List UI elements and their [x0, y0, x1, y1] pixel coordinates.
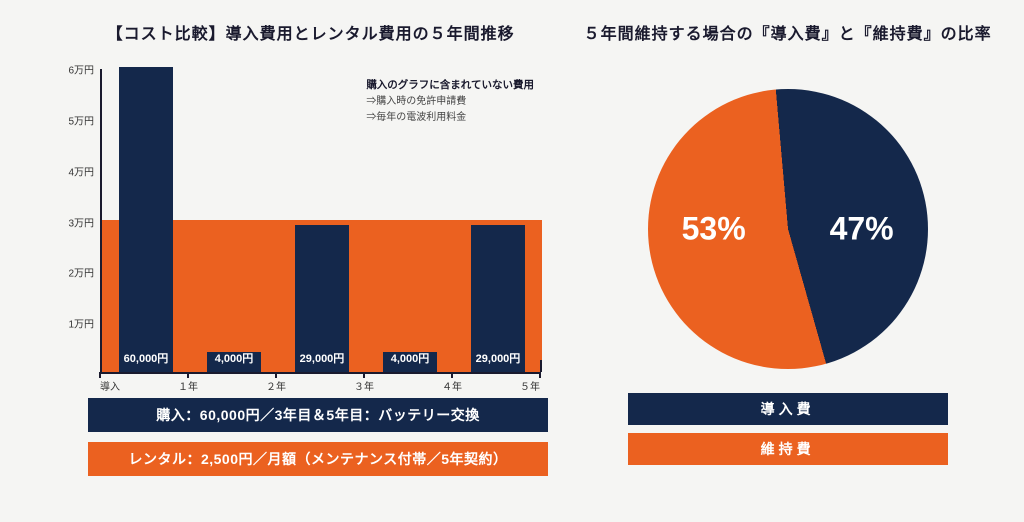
note-title: 購入のグラフに含まれていない費用	[366, 77, 534, 94]
bar-label: 4,000円	[207, 350, 262, 366]
bar: 29,000円	[295, 225, 350, 372]
right-title: ５年間維持する場合の『導入費』と『維持費』の比率	[581, 20, 994, 44]
bar-label: 29,000円	[295, 350, 350, 366]
x-tick: ５年	[520, 378, 540, 393]
pie-legend-orange: 維持費	[628, 433, 948, 465]
bar-label: 29,000円	[471, 350, 526, 366]
bar-label: 60,000円	[119, 350, 174, 366]
x-tick: 導入	[100, 378, 120, 393]
bar: 29,000円	[471, 225, 526, 372]
y-tick: 2万円	[68, 265, 94, 280]
note-line-1: ⇒購入時の免許申請費	[366, 94, 534, 110]
note-line-2: ⇒毎年の電波利用料金	[366, 110, 534, 126]
chart-note: 購入のグラフに含まれていない費用 ⇒購入時の免許申請費 ⇒毎年の電波利用料金	[366, 77, 534, 126]
bar: 4,000円	[383, 352, 438, 372]
bar: 4,000円	[207, 352, 262, 372]
legend-rental: レンタル：2,500円／月額（メンテナンス付帯／5年契約）	[88, 442, 548, 476]
bar-label: 4,000円	[383, 350, 438, 366]
y-tick: 3万円	[68, 214, 94, 229]
left-title: 【コスト比較】導入費用とレンタル費用の５年間推移	[60, 20, 561, 44]
y-tick: 5万円	[68, 112, 94, 127]
x-tick: ４年	[442, 378, 462, 393]
bar-chart: 1万円2万円3万円4万円5万円6万円 60,000円4,000円29,000円4…	[100, 69, 540, 374]
end-tick	[540, 360, 542, 372]
pie-pct-right: 47%	[830, 211, 894, 248]
x-tick: ３年	[354, 378, 374, 393]
bar: 60,000円	[119, 67, 174, 372]
legend-purchase: 購入：60,000円／3年目＆5年目：バッテリー交換	[88, 398, 548, 432]
pie-chart: 53% 47%	[648, 89, 928, 369]
x-tick: １年	[178, 378, 198, 393]
y-tick: 6万円	[68, 62, 94, 77]
x-tick: ２年	[266, 378, 286, 393]
pie-legend-navy: 導入費	[628, 393, 948, 425]
y-tick: 4万円	[68, 163, 94, 178]
y-tick: 1万円	[68, 316, 94, 331]
pie-pct-left: 53%	[682, 211, 746, 248]
